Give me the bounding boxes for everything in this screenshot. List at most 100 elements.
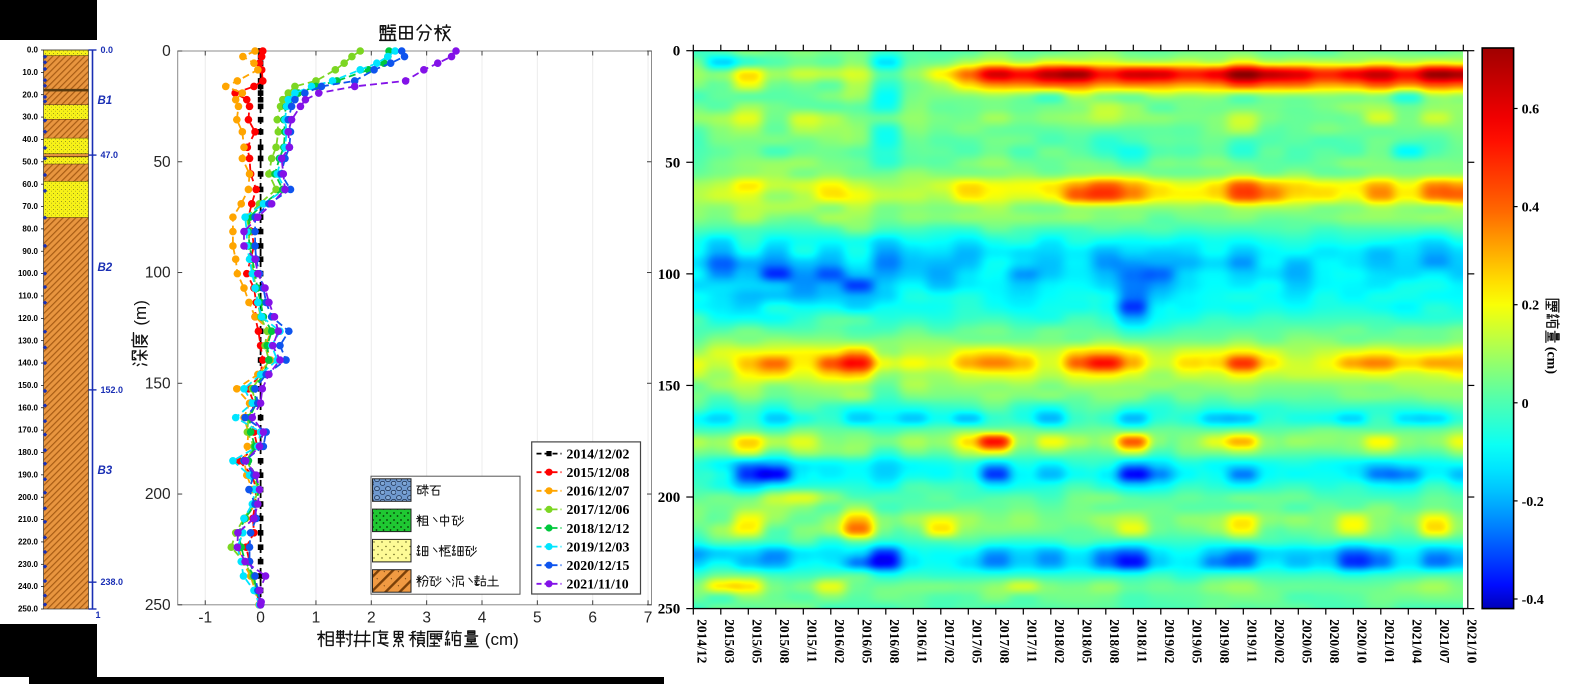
svg-text:2020/02: 2020/02 xyxy=(1272,619,1287,664)
svg-text:170.0: 170.0 xyxy=(18,426,39,435)
svg-text:4: 4 xyxy=(478,609,487,626)
svg-text:2021/10: 2021/10 xyxy=(1465,619,1480,664)
svg-text:2020/05: 2020/05 xyxy=(1300,619,1315,664)
svg-text:2019/12/03: 2019/12/03 xyxy=(567,539,630,554)
svg-text:2017/12/06: 2017/12/06 xyxy=(567,502,630,517)
svg-text:152.0: 152.0 xyxy=(101,385,124,395)
svg-text:0.6: 0.6 xyxy=(1522,103,1540,118)
svg-text:1: 1 xyxy=(96,610,101,620)
svg-text:0.0: 0.0 xyxy=(101,45,114,55)
svg-text:210.0: 210.0 xyxy=(18,515,39,524)
svg-text:238.0: 238.0 xyxy=(101,577,124,587)
svg-text:0: 0 xyxy=(1522,397,1529,412)
svg-text:70.0: 70.0 xyxy=(22,202,38,211)
svg-text:2018/05: 2018/05 xyxy=(1080,619,1095,664)
svg-text:230.0: 230.0 xyxy=(18,560,39,569)
svg-text:2016/02: 2016/02 xyxy=(832,619,847,664)
svg-text:150.0: 150.0 xyxy=(18,381,39,390)
svg-text:-1: -1 xyxy=(198,609,212,626)
svg-text:0.0: 0.0 xyxy=(27,46,39,55)
svg-text:B2: B2 xyxy=(98,262,113,274)
svg-text:7: 7 xyxy=(644,609,653,626)
svg-text:30.0: 30.0 xyxy=(22,113,38,122)
svg-text:2019/05: 2019/05 xyxy=(1190,619,1205,664)
svg-text:0: 0 xyxy=(256,609,265,626)
svg-text:2014/12/02: 2014/12/02 xyxy=(567,446,630,461)
svg-text:2016/11: 2016/11 xyxy=(915,619,930,663)
svg-text:0: 0 xyxy=(162,43,171,60)
svg-text:(m): (m) xyxy=(131,300,150,325)
svg-text:100: 100 xyxy=(658,267,681,283)
svg-text:50: 50 xyxy=(153,154,171,171)
svg-text:150: 150 xyxy=(658,378,681,394)
svg-text:2020/12/15: 2020/12/15 xyxy=(567,558,630,573)
svg-text:140.0: 140.0 xyxy=(18,359,39,368)
svg-text:2015/08: 2015/08 xyxy=(777,619,792,664)
svg-text:2021/07: 2021/07 xyxy=(1437,619,1452,664)
svg-text:2017/11: 2017/11 xyxy=(1025,619,1040,663)
svg-text:3: 3 xyxy=(422,609,431,626)
svg-text:2017/05: 2017/05 xyxy=(970,619,985,664)
svg-text:150: 150 xyxy=(145,375,171,392)
svg-text:240.0: 240.0 xyxy=(18,582,39,591)
svg-text:160.0: 160.0 xyxy=(18,403,39,412)
svg-text:6: 6 xyxy=(588,609,597,626)
svg-text:40.0: 40.0 xyxy=(22,135,38,144)
svg-text:190.0: 190.0 xyxy=(18,470,39,479)
svg-text:2016/08: 2016/08 xyxy=(887,619,902,664)
svg-text:200: 200 xyxy=(658,490,681,506)
svg-text:47.0: 47.0 xyxy=(101,150,119,160)
svg-text:0.4: 0.4 xyxy=(1522,201,1540,216)
svg-text:2018/12/12: 2018/12/12 xyxy=(567,521,630,536)
svg-text:2021/11/10: 2021/11/10 xyxy=(567,577,629,592)
svg-text:200: 200 xyxy=(145,486,171,503)
svg-text:-0.4: -0.4 xyxy=(1522,593,1544,608)
svg-text:2021/01: 2021/01 xyxy=(1382,619,1397,664)
svg-text:2016/12/07: 2016/12/07 xyxy=(567,484,630,499)
svg-text:80.0: 80.0 xyxy=(22,224,38,233)
svg-text:100: 100 xyxy=(145,265,171,282)
svg-text:0.2: 0.2 xyxy=(1522,299,1540,314)
svg-text:2: 2 xyxy=(367,609,376,626)
svg-text:2017/02: 2017/02 xyxy=(942,619,957,664)
svg-text:(cm): (cm) xyxy=(1544,347,1559,375)
svg-text:(cm): (cm) xyxy=(485,630,519,649)
svg-text:250: 250 xyxy=(145,597,171,614)
svg-text:5: 5 xyxy=(533,609,542,626)
svg-text:2015/11: 2015/11 xyxy=(805,619,820,663)
svg-text:B3: B3 xyxy=(98,465,113,477)
svg-text:50: 50 xyxy=(665,155,680,171)
svg-text:20.0: 20.0 xyxy=(22,90,38,99)
svg-text:130.0: 130.0 xyxy=(18,336,39,345)
svg-text:2014/12: 2014/12 xyxy=(695,619,710,664)
svg-text:0: 0 xyxy=(673,44,681,60)
svg-text:110.0: 110.0 xyxy=(18,292,38,301)
svg-text:200.0: 200.0 xyxy=(18,493,39,502)
svg-text:2015/12/08: 2015/12/08 xyxy=(567,465,630,480)
svg-text:2021/04: 2021/04 xyxy=(1410,619,1425,664)
svg-text:120.0: 120.0 xyxy=(18,314,39,323)
svg-text:2018/08: 2018/08 xyxy=(1107,619,1122,664)
svg-text:2020/10: 2020/10 xyxy=(1355,619,1370,664)
svg-text:2019/02: 2019/02 xyxy=(1162,619,1177,664)
svg-text:2015/05: 2015/05 xyxy=(750,619,765,664)
svg-text:2020/08: 2020/08 xyxy=(1327,619,1342,664)
svg-text:2018/02: 2018/02 xyxy=(1052,619,1067,664)
svg-text:-0.2: -0.2 xyxy=(1522,495,1544,510)
svg-text:10.0: 10.0 xyxy=(22,68,38,77)
svg-text:250: 250 xyxy=(658,602,681,618)
svg-text:50.0: 50.0 xyxy=(22,157,38,166)
svg-text:90.0: 90.0 xyxy=(22,247,38,256)
svg-text:180.0: 180.0 xyxy=(18,448,39,457)
svg-text:2015/03: 2015/03 xyxy=(722,619,737,664)
svg-text:2016/05: 2016/05 xyxy=(860,619,875,664)
svg-text:250.0: 250.0 xyxy=(18,605,39,614)
svg-text:220.0: 220.0 xyxy=(18,538,39,547)
svg-text:B1: B1 xyxy=(98,95,113,107)
svg-text:1: 1 xyxy=(312,609,321,626)
svg-text:2017/08: 2017/08 xyxy=(997,619,1012,664)
svg-text:2019/11: 2019/11 xyxy=(1245,619,1260,663)
svg-text:60.0: 60.0 xyxy=(22,180,38,189)
svg-text:100.0: 100.0 xyxy=(18,269,39,278)
svg-text:2019/08: 2019/08 xyxy=(1217,619,1232,664)
